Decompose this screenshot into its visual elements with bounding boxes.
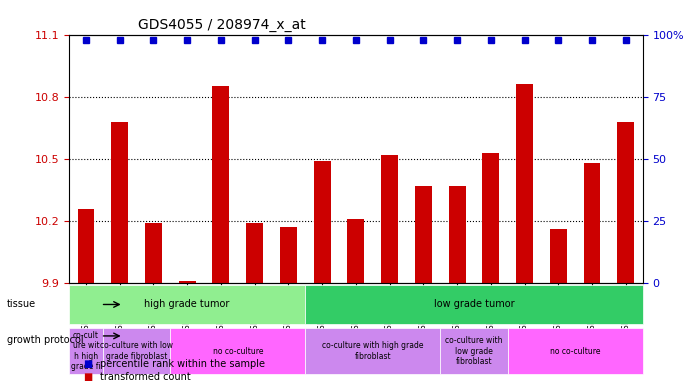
Text: tissue: tissue — [7, 300, 36, 310]
Text: growth protocol: growth protocol — [7, 334, 84, 344]
Text: no co-culture: no co-culture — [550, 347, 600, 356]
Text: percentile rank within the sample: percentile rank within the sample — [100, 359, 265, 369]
Bar — [179, 281, 196, 283]
Bar — [77, 209, 95, 283]
Bar — [440, 328, 508, 374]
Bar — [415, 186, 432, 283]
Bar — [145, 223, 162, 283]
Bar — [280, 227, 297, 283]
Bar — [170, 328, 305, 374]
Bar — [103, 328, 170, 374]
Text: co-culture with
low grade
fibroblast: co-culture with low grade fibroblast — [445, 336, 502, 366]
Text: ■: ■ — [83, 372, 92, 382]
Text: no co-culture: no co-culture — [213, 347, 263, 356]
Bar — [314, 161, 330, 283]
Bar — [69, 285, 305, 324]
Bar — [381, 155, 398, 283]
Bar — [482, 152, 499, 283]
Text: high grade tumor: high grade tumor — [144, 300, 230, 310]
Text: transformed count: transformed count — [100, 372, 191, 382]
Text: co-culture with low
grade fibroblast: co-culture with low grade fibroblast — [100, 341, 173, 361]
Bar — [305, 328, 440, 374]
Bar — [111, 122, 128, 283]
Bar — [516, 84, 533, 283]
Bar — [550, 229, 567, 283]
Text: ■: ■ — [83, 359, 92, 369]
Bar — [246, 223, 263, 283]
Text: co-cult
ure wit
h high
grade fi: co-cult ure wit h high grade fi — [71, 331, 101, 371]
Bar — [305, 285, 643, 324]
Bar — [448, 186, 466, 283]
Bar — [508, 328, 643, 374]
Text: GDS4055 / 208974_x_at: GDS4055 / 208974_x_at — [138, 18, 305, 32]
Bar — [584, 163, 600, 283]
Text: co-culture with high grade
fibroblast: co-culture with high grade fibroblast — [322, 341, 424, 361]
Bar — [348, 219, 364, 283]
Text: low grade tumor: low grade tumor — [434, 300, 514, 310]
Bar — [212, 86, 229, 283]
Bar — [69, 328, 103, 374]
Bar — [617, 122, 634, 283]
